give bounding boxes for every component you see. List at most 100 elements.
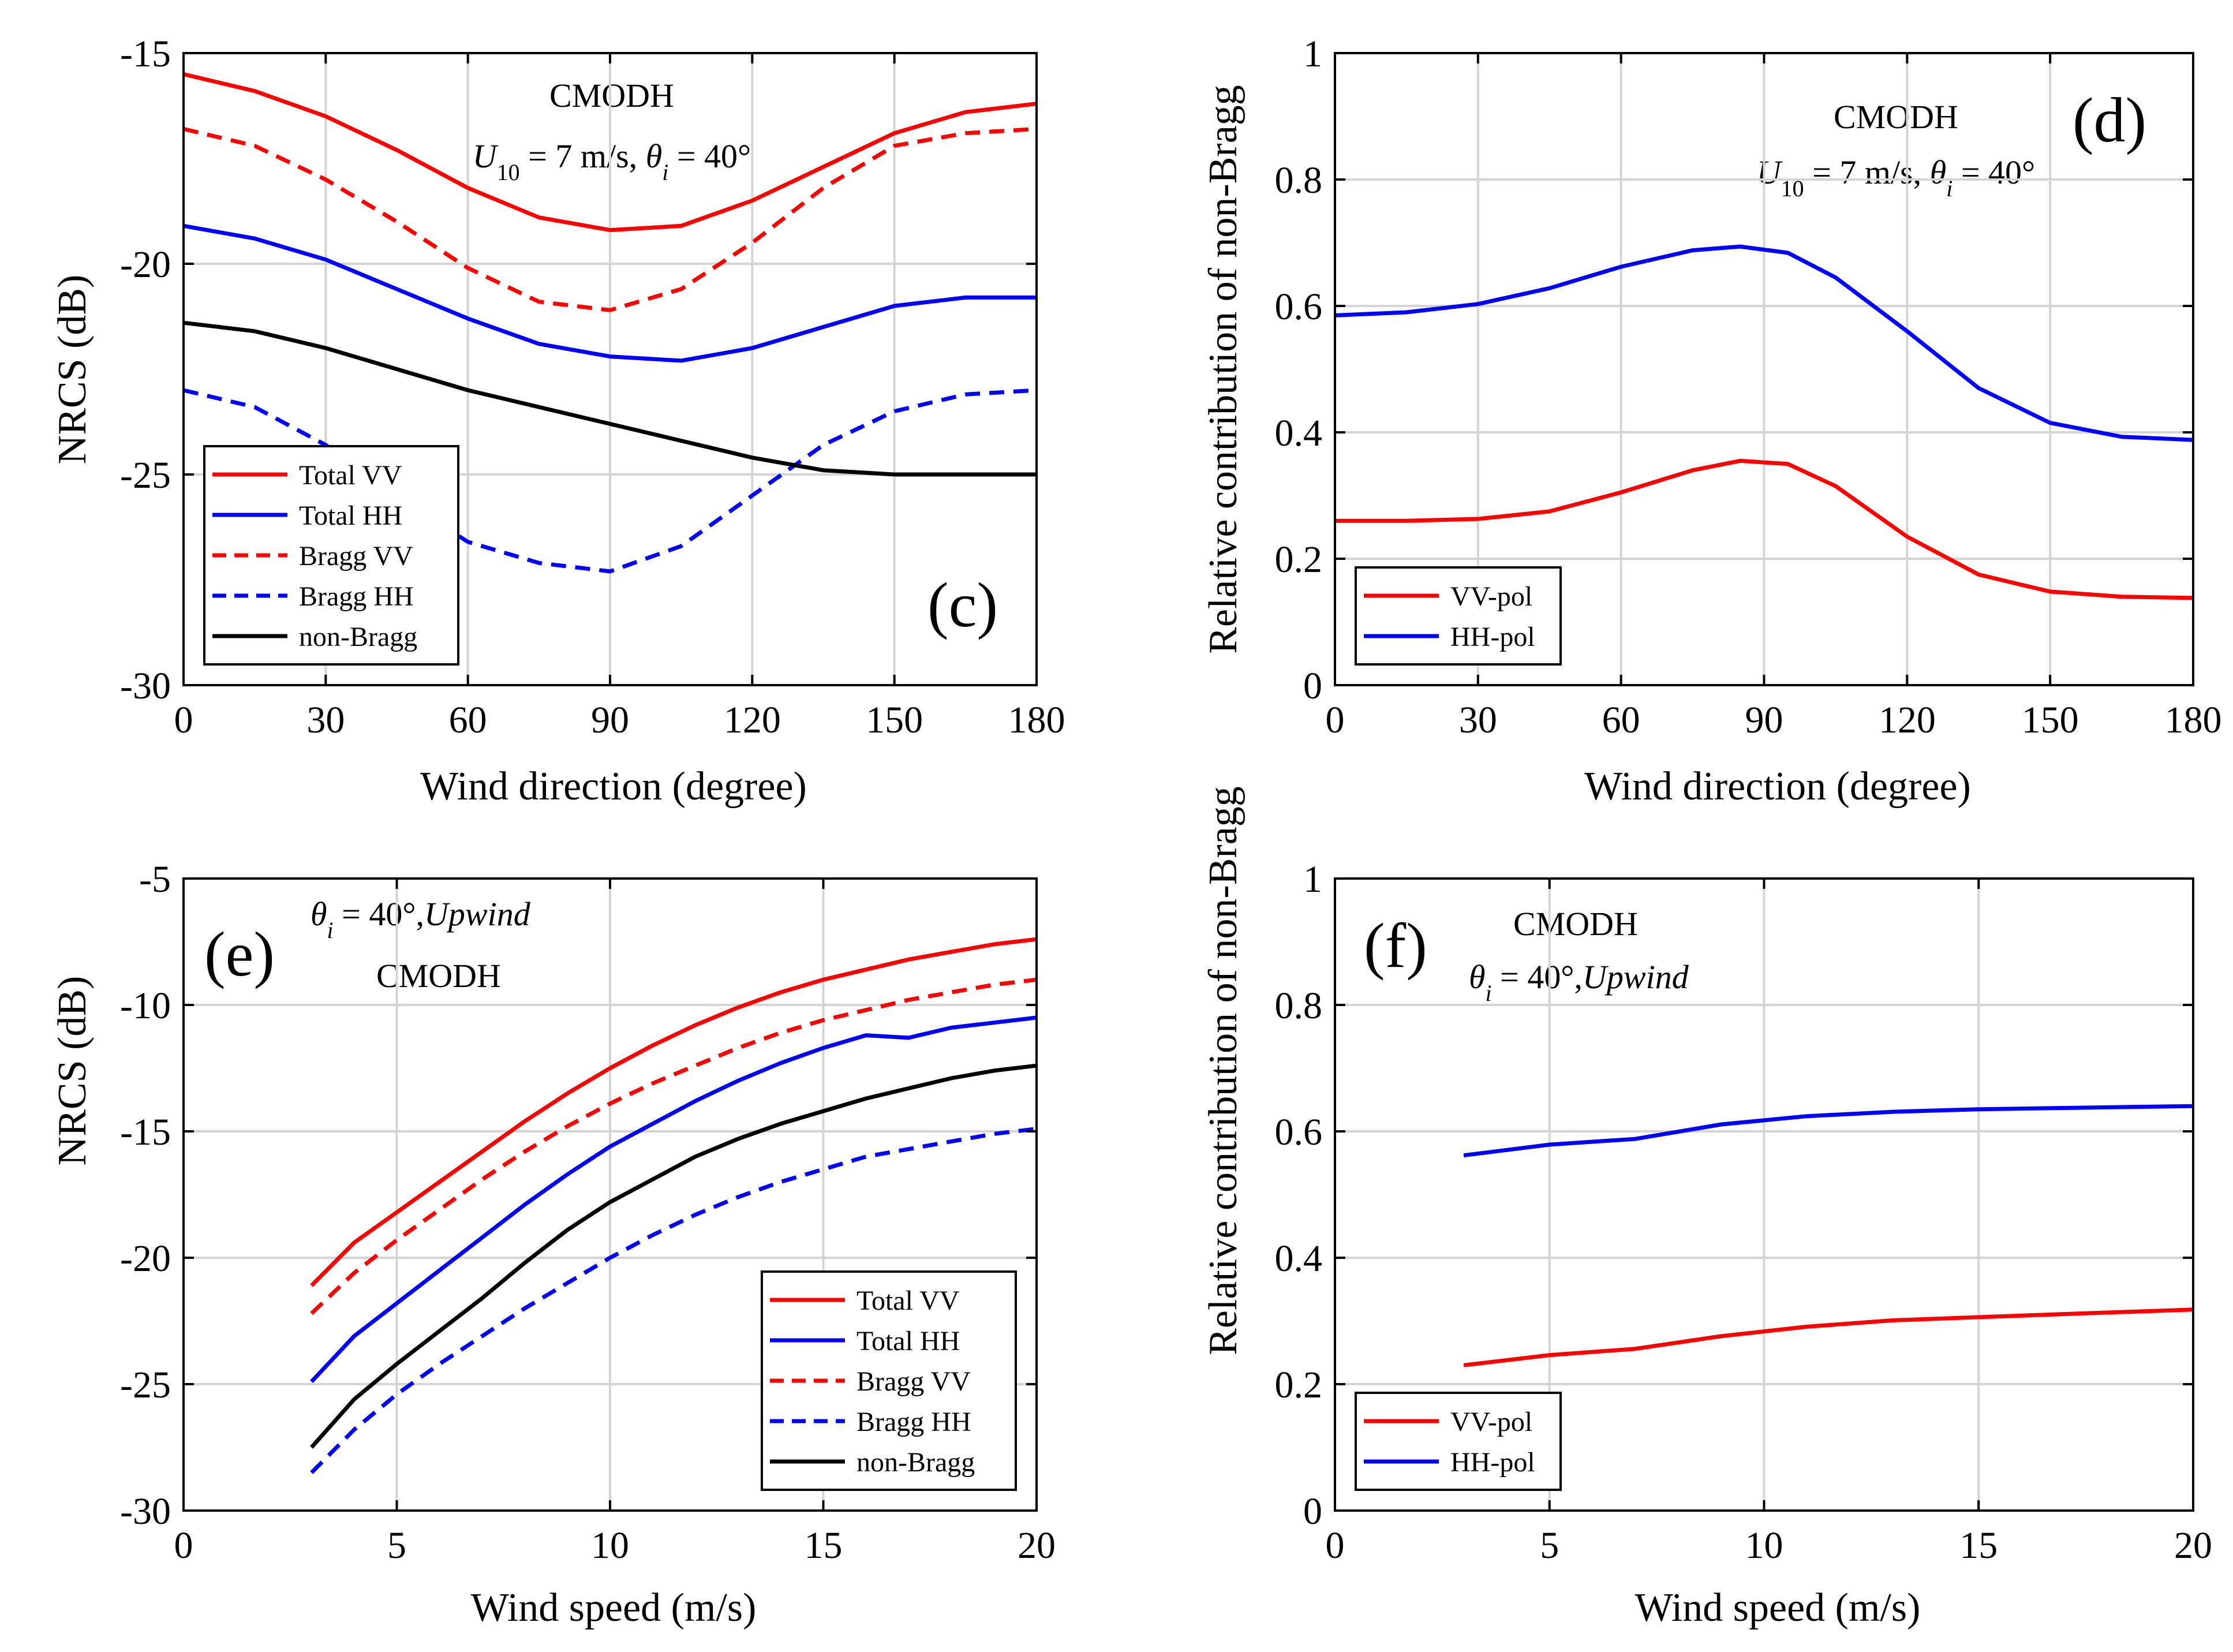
x-tick-label: 5 bbox=[1540, 1524, 1559, 1567]
legend-label: Total VV bbox=[299, 460, 402, 491]
series-hh-pol bbox=[1334, 244, 2194, 442]
legend-label: Total HH bbox=[299, 500, 402, 531]
panel-d-letter: (d) bbox=[2073, 85, 2146, 155]
series-vv-pol bbox=[1335, 458, 2194, 600]
panel-c-ylabel: NRCS (dB) bbox=[50, 275, 95, 465]
y-tick-label: -20 bbox=[120, 1238, 171, 1280]
legend-label: VV-pol bbox=[1450, 581, 1532, 612]
panel-e-xlabel: Wind speed (m/s) bbox=[471, 1586, 757, 1630]
series-bragg-hh bbox=[310, 1127, 1037, 1474]
legend: Total VV Total HH Bragg VV Bragg HH non-Brag… bbox=[761, 1270, 1017, 1491]
y-tick-label: -30 bbox=[120, 1490, 171, 1533]
legend-label: Bragg VV bbox=[299, 541, 413, 571]
plot-e: 0 5 10 15 20 -30 -25 -20 -15 -10 -5 Total VV Total H… bbox=[120, 858, 1056, 1567]
series-total-hh bbox=[183, 223, 1037, 363]
series-total-vv bbox=[183, 72, 1037, 233]
legend-box bbox=[1355, 1392, 1562, 1491]
legend-box bbox=[1355, 566, 1562, 666]
legend-label: non-Bragg bbox=[299, 622, 417, 652]
y-tick-label: -10 bbox=[120, 985, 171, 1027]
x-tick-label: 120 bbox=[724, 699, 781, 741]
y-tick-label: 0.4 bbox=[1275, 1238, 1323, 1280]
y-tick-label: 0.2 bbox=[1275, 539, 1323, 581]
legend-label: Bragg HH bbox=[299, 581, 414, 612]
legend-label: Total VV bbox=[856, 1285, 960, 1316]
x-tick-label: 90 bbox=[591, 699, 629, 741]
panel-c-xlabel: Wind direction (degree) bbox=[420, 764, 807, 809]
legend-label: Bragg VV bbox=[856, 1366, 971, 1397]
x-tick-label: 5 bbox=[387, 1524, 406, 1567]
series-total-hh bbox=[310, 1015, 1037, 1383]
x-tick-label: 0 bbox=[174, 1524, 193, 1567]
panel-d-annotation-params: U10 = 7 m/s, θi = 40° bbox=[1757, 154, 2035, 201]
x-tick-label: 0 bbox=[1326, 1524, 1345, 1567]
y-tick-label: 0 bbox=[1303, 665, 1322, 707]
y-tick-label: -25 bbox=[120, 454, 171, 496]
x-tick-label: 0 bbox=[174, 699, 193, 741]
y-tick-label: 0.6 bbox=[1275, 1111, 1323, 1153]
series-bragg-vv bbox=[183, 126, 1037, 312]
panel-d: Relative contribution of non-Bragg Wind … bbox=[1201, 85, 2146, 809]
y-tick-label: 1 bbox=[1303, 33, 1322, 75]
panel-d-ylabel: Relative contribution of non-Bragg bbox=[1201, 85, 1245, 654]
legend-label: HH-pol bbox=[1450, 622, 1535, 652]
x-tick-label: 180 bbox=[2165, 699, 2222, 741]
panel-d-annotation-title: CMODH bbox=[1834, 98, 1958, 136]
x-tick-label: 60 bbox=[449, 699, 487, 741]
panel-c-letter: (c) bbox=[927, 570, 998, 640]
series-total-vv bbox=[310, 937, 1037, 1287]
x-tick-label: 10 bbox=[1745, 1524, 1783, 1567]
series-hh-pol bbox=[1463, 1104, 2194, 1158]
panel-f-ylabel: Relative contribution of non-Bragg bbox=[1201, 786, 1245, 1355]
panel-f: Relative contribution of non-Bragg Wind … bbox=[1201, 786, 1920, 1630]
x-tick-label: 10 bbox=[591, 1524, 629, 1567]
legend-label: VV-pol bbox=[1450, 1407, 1532, 1437]
panel-f-xlabel: Wind speed (m/s) bbox=[1635, 1586, 1921, 1630]
panel-f-annotation-title: CMODH bbox=[1513, 905, 1638, 943]
y-tick-label: -25 bbox=[120, 1364, 171, 1406]
legend: VV-pol HH-pol bbox=[1355, 1392, 1562, 1491]
plot-f: 0 5 10 15 20 0 0.2 0.4 0.6 0.8 1 VV-pol HH-pol bbox=[1275, 858, 2213, 1567]
panel-c-annotation-title: CMODH bbox=[549, 77, 674, 114]
panel-c-annotation-params: U10 = 7 m/s, θi = 40° bbox=[473, 137, 751, 185]
x-tick-label: 15 bbox=[1959, 1524, 1998, 1567]
y-tick-label: 0.2 bbox=[1275, 1364, 1323, 1406]
x-tick-label: 150 bbox=[866, 699, 923, 741]
x-tick-label: 30 bbox=[1459, 699, 1497, 741]
panel-d-xlabel: Wind direction (degree) bbox=[1584, 764, 1971, 809]
x-tick-label: 0 bbox=[1326, 699, 1345, 741]
series-non-bragg bbox=[310, 1063, 1037, 1449]
series-non-bragg bbox=[183, 320, 1037, 477]
y-tick-label: 0 bbox=[1303, 1490, 1322, 1533]
panel-f-annotation-params: θi = 40°,Upwind bbox=[1469, 958, 1689, 1006]
panel-c: NRCS (dB) Wind direction (degree) CMODH … bbox=[50, 77, 998, 809]
y-tick-label: -5 bbox=[139, 858, 171, 900]
y-tick-label: 0.8 bbox=[1275, 985, 1323, 1027]
panel-e-annotation-title: CMODH bbox=[376, 957, 501, 995]
legend-label: Total HH bbox=[856, 1326, 960, 1356]
legend-label: HH-pol bbox=[1450, 1447, 1535, 1478]
plot-d: 0 30 60 90 120 150 180 0 0.2 0.4 0.6 0.8 1 VV-pol HH-p… bbox=[1275, 33, 2222, 741]
series-bragg-vv bbox=[310, 977, 1037, 1315]
y-tick-label: 0.8 bbox=[1275, 159, 1323, 201]
panel-f-letter: (f) bbox=[1364, 910, 1427, 981]
x-tick-label: 15 bbox=[805, 1524, 843, 1567]
x-tick-label: 180 bbox=[1008, 699, 1065, 741]
x-tick-label: 20 bbox=[2174, 1524, 2212, 1567]
y-tick-label: 0.6 bbox=[1275, 286, 1323, 328]
panel-e-letter: (e) bbox=[204, 919, 275, 989]
panel-e-ylabel: NRCS (dB) bbox=[50, 976, 95, 1166]
x-tick-label: 60 bbox=[1602, 699, 1640, 741]
x-tick-label: 90 bbox=[1745, 699, 1783, 741]
y-tick-label: 1 bbox=[1303, 858, 1322, 900]
legend-label: Bragg HH bbox=[856, 1407, 971, 1437]
x-tick-label: 30 bbox=[306, 699, 345, 741]
y-tick-label: 0.4 bbox=[1275, 412, 1323, 454]
x-tick-label: 150 bbox=[2022, 699, 2079, 741]
series-vv-pol bbox=[1463, 1307, 2194, 1367]
legend-label: non-Bragg bbox=[856, 1447, 975, 1478]
y-tick-label: -15 bbox=[120, 1111, 171, 1153]
legend: Total VV Total HH Bragg VV Bragg HH non-Brag… bbox=[203, 445, 459, 666]
